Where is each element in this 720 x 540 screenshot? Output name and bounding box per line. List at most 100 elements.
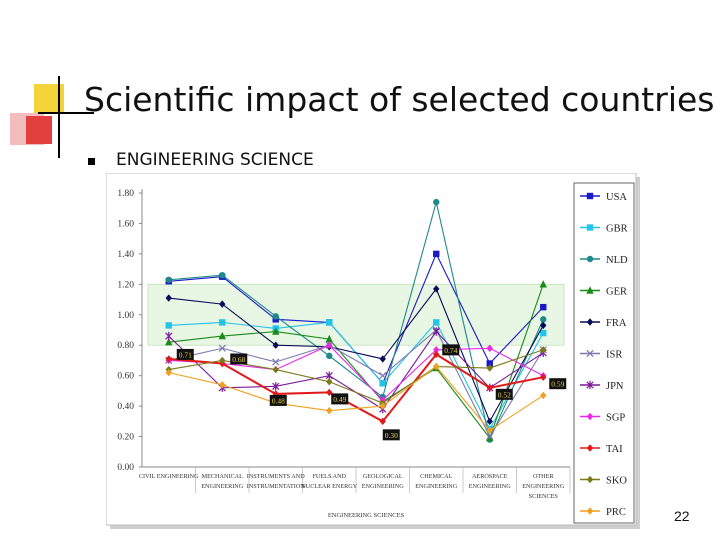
data-point: [379, 372, 387, 380]
x-tick-label: AEROSPACE: [472, 473, 508, 480]
x-tick-label: ENGINEERING: [362, 483, 404, 490]
data-point: [272, 358, 280, 366]
legend-item-ger: GER: [580, 286, 627, 298]
legend-label: SGP: [606, 413, 625, 424]
y-tick-label: 1.80: [117, 189, 134, 199]
legend-label: JPN: [606, 381, 624, 392]
data-point: [433, 250, 440, 258]
legend-marker: [586, 318, 594, 326]
y-tick-label: 1.40: [117, 250, 134, 260]
decor-horizontal-line: [38, 112, 94, 114]
x-tick-label: ENGINEERING: [522, 483, 564, 490]
data-point: [325, 334, 333, 343]
data-point: [433, 285, 440, 293]
data-label-box: [269, 394, 287, 406]
data-label-text: 0.52: [498, 390, 511, 399]
chart-container: 0.00 0.20 0.40 0.60 0.80 1.00 1.20 1.40 1.60 1.80…: [105, 172, 642, 531]
legend-marker: [586, 475, 594, 484]
legend-label: GER: [606, 287, 627, 298]
legend-item-prc: PRC: [580, 507, 626, 518]
data-point: [433, 350, 440, 359]
data-point: [539, 280, 547, 288]
data-label: 0.59: [549, 378, 567, 390]
data-point: [433, 319, 440, 326]
x-tick-label: CHEMICAL: [420, 473, 453, 480]
slide-title: Scientific impact of selected countries: [84, 80, 715, 119]
data-point: [165, 337, 173, 346]
data-point: [432, 327, 440, 336]
x-tick-label: OTHER: [533, 473, 554, 480]
legend: USA GBR NLD GER FRA ISR JPN SGP TAI SKO PRC: [573, 182, 635, 524]
data-point: [165, 322, 172, 329]
legend-item-sgp: SGP: [580, 413, 625, 424]
legend-item-sko: SKO: [580, 476, 627, 487]
data-point: [219, 272, 226, 279]
x-tick-label: NUCLEAR ENERGY: [301, 483, 357, 490]
series-line: [168, 344, 544, 401]
x-tick-label: SCIENCES: [529, 493, 559, 500]
data-label-text: 0.71: [179, 350, 192, 359]
legend-item-gbr: GBR: [580, 224, 628, 235]
line-chart: 0.00 0.20 0.40 0.60 0.80 1.00 1.20 1.40 1.60 1.80…: [105, 172, 640, 529]
data-point: [272, 327, 280, 335]
data-point: [165, 276, 172, 283]
legend-item-tai: TAI: [580, 444, 623, 455]
data-point: [540, 316, 547, 323]
data-label: 0.48: [269, 394, 287, 406]
series-line: [168, 329, 544, 438]
legend-marker: [586, 255, 594, 263]
legend-label: SKO: [606, 476, 627, 487]
y-tick-label: 0.80: [117, 341, 134, 351]
data-label-text: 0.49: [333, 395, 346, 404]
data-point: [433, 346, 440, 354]
data-point: [540, 373, 547, 381]
data-point: [540, 391, 547, 400]
legend-label: ISR: [606, 350, 622, 361]
legend-label: TAI: [606, 444, 623, 455]
data-point: [433, 362, 440, 371]
data-point: [219, 319, 226, 326]
data-point: [486, 417, 493, 426]
legend-marker: [586, 444, 594, 452]
data-point: [326, 378, 333, 386]
legend-marker: [586, 286, 594, 294]
data-label-box: [495, 388, 513, 400]
data-point: [272, 313, 279, 320]
data-label-box: [331, 393, 349, 405]
data-label: 0.52: [495, 388, 513, 400]
series-line: [168, 365, 544, 432]
series-line: [168, 284, 544, 440]
data-point: [486, 426, 493, 435]
data-point: [540, 346, 547, 354]
y-tick-label: 1.00: [117, 311, 134, 321]
legend-marker: [586, 349, 594, 358]
legend-label: GBR: [606, 224, 628, 235]
data-point: [326, 388, 333, 397]
data-label-box: [176, 348, 194, 360]
x-tick-label: ENGINEERING: [415, 483, 457, 490]
legend-label: FRA: [606, 318, 627, 329]
x-tick-label: FUELS AND: [312, 473, 346, 480]
x-tick-label: ENGINEERING: [469, 483, 511, 490]
data-point: [540, 329, 547, 337]
data-point: [326, 341, 333, 349]
y-tick-label: 0.40: [117, 402, 134, 412]
x-tick-label: MECHANICAL: [202, 473, 243, 480]
y-tick-label: 0.20: [117, 433, 134, 443]
x-tick-label: INSTRUMENTS AND: [247, 473, 305, 480]
data-point: [486, 432, 494, 441]
legend-marker: [586, 507, 594, 515]
data-point: [272, 382, 280, 391]
x-tick-label: INSTRUMENTATION: [247, 483, 305, 490]
legend-item-jpn: JPN: [580, 380, 624, 392]
legend-label: NLD: [606, 255, 628, 266]
data-label: 0.71: [176, 348, 194, 360]
data-point: [486, 384, 493, 392]
data-label-text: 0.68: [232, 355, 245, 364]
legend-marker: [586, 412, 594, 421]
series-fra: [165, 285, 547, 426]
data-point: [379, 355, 386, 363]
data-point: [272, 390, 279, 398]
data-label: 0.68: [230, 353, 248, 365]
data-point: [272, 341, 279, 349]
